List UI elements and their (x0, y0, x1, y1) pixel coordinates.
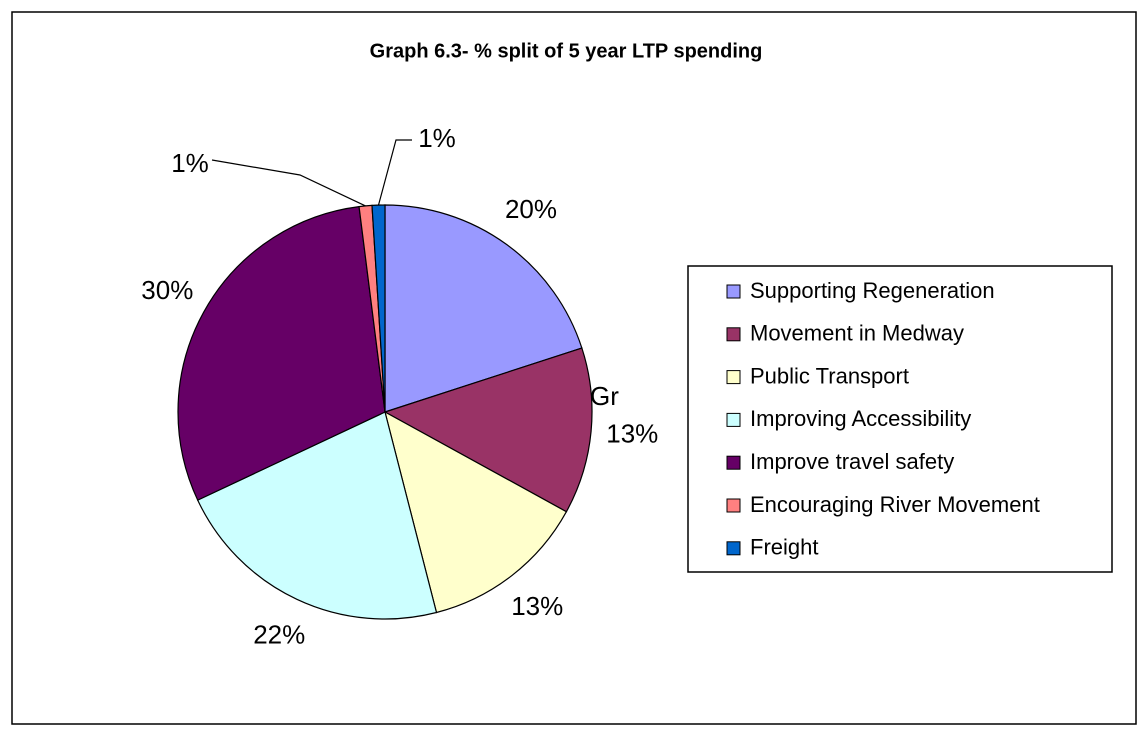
legend-swatch (726, 327, 741, 342)
legend-swatch (726, 455, 741, 470)
pie-slice (384, 204, 583, 413)
legend-swatch (726, 498, 741, 513)
legend-box (687, 265, 1113, 573)
leader-line (211, 159, 366, 207)
legend-label: Improving Accessibility (750, 406, 971, 431)
pie-slice (384, 410, 568, 614)
data-label: 20% (505, 194, 557, 224)
legend-label: Public Transport (750, 363, 909, 388)
annotation: Gr (590, 381, 619, 411)
data-label: 1% (171, 148, 209, 178)
data-label: 30% (141, 275, 193, 305)
legend-swatch (726, 541, 741, 556)
legend-swatch (726, 412, 741, 427)
pie-slice (383, 347, 593, 513)
data-label: 1% (418, 123, 456, 153)
data-label: 13% (606, 418, 658, 448)
legend-label: Freight (750, 535, 818, 560)
leader-line (377, 139, 412, 206)
legend-label: Supporting Regeneration (750, 278, 995, 303)
pie-slice (177, 205, 386, 501)
legend-swatch (726, 370, 741, 385)
legend-label: Improve travel safety (750, 449, 954, 474)
pie-slice (196, 411, 438, 620)
chart-title: Graph 6.3- % split of 5 year LTP spendin… (370, 40, 763, 62)
data-label: 13% (511, 591, 563, 621)
legend-label: Encouraging River Movement (750, 492, 1040, 517)
data-label: 22% (253, 620, 305, 650)
legend-label: Movement in Medway (750, 321, 964, 346)
legend-swatch (726, 284, 741, 299)
